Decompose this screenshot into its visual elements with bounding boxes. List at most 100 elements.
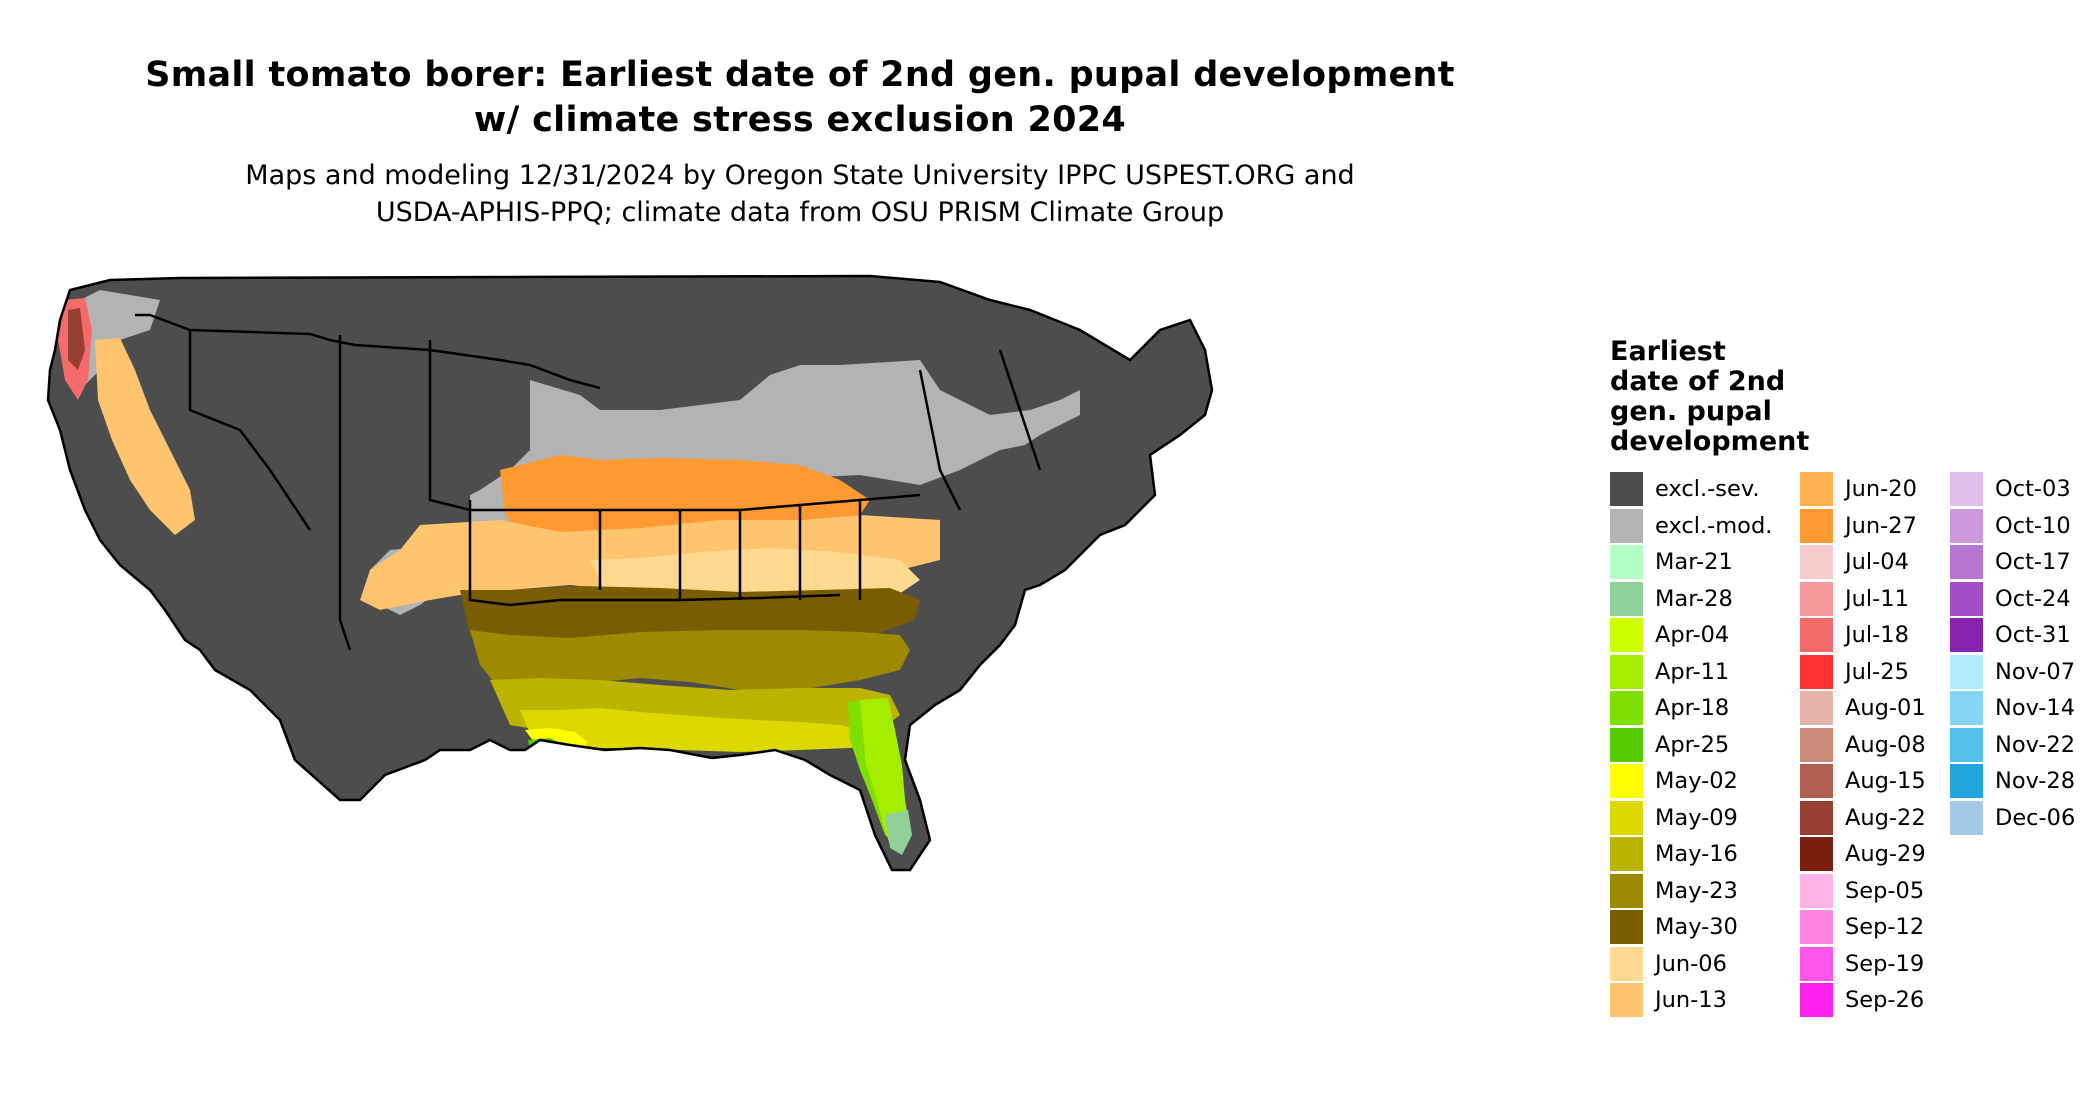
legend-item: Oct-31: [1950, 618, 2071, 652]
legend-label: Mar-21: [1655, 549, 1733, 575]
legend-swatch: [1610, 983, 1643, 1017]
legend-label: Jul-25: [1845, 658, 1909, 685]
vertical-state-dividers: [598, 500, 862, 600]
legend-label: excl.-sev.: [1655, 476, 1760, 502]
legend-label: excl.-mod.: [1655, 512, 1773, 539]
legend-label: May-16: [1655, 841, 1738, 867]
legend-swatch: [1800, 873, 1833, 908]
legend-swatch: [1800, 654, 1833, 689]
legend-title-line: development: [1610, 426, 1810, 457]
northeast-state-lines: [918, 349, 1042, 511]
legend-label: Sep-05: [1845, 877, 1925, 904]
legend-title: Earliest date of 2nd gen. pupal developm…: [1610, 337, 1870, 457]
legend-item: excl.-mod.: [1610, 508, 1773, 543]
region-may-09: [520, 708, 875, 752]
legend-label: Jun-27: [1845, 512, 1917, 539]
legend-item: Mar-28: [1610, 581, 1733, 616]
legend-item: Oct-10: [1950, 508, 2071, 543]
legend-swatch: [1800, 800, 1833, 835]
legend-label: Jul-18: [1845, 622, 1909, 648]
region-mar-28-florida: [885, 810, 912, 855]
legend-swatch: [1950, 545, 1983, 579]
legend-item: May-09: [1610, 800, 1738, 835]
legend-label: Jul-04: [1845, 549, 1909, 575]
legend-label: Aug-01: [1845, 695, 1926, 721]
legend-swatch: [1800, 618, 1833, 652]
us-map: [40, 270, 1500, 1110]
legend-swatch: [1950, 800, 1983, 835]
legend-item: Aug-08: [1800, 727, 1926, 762]
legend-swatch: [1610, 654, 1643, 689]
legend-swatch: [1800, 691, 1833, 725]
legend-item: Jun-20: [1800, 472, 1917, 506]
legend-label: Apr-11: [1655, 658, 1730, 685]
legend-item: Nov-14: [1950, 691, 2075, 725]
legend-item: Nov-28: [1950, 764, 2075, 798]
legend-swatch: [1800, 472, 1833, 506]
map-fill-layers: [48, 276, 1212, 870]
legend-swatch: [1610, 727, 1643, 762]
legend-label: Jun-06: [1655, 950, 1727, 977]
legend-label: Jul-11: [1845, 585, 1909, 612]
legend-label: Oct-31: [1995, 622, 2071, 648]
legend-item: Jun-13: [1610, 983, 1727, 1017]
legend-label: Nov-28: [1995, 768, 2076, 794]
legend-item: Nov-22: [1950, 727, 2076, 762]
legend-label: Sep-26: [1845, 987, 1925, 1013]
legend-swatch: [1610, 837, 1643, 871]
legend-item: May-23: [1610, 873, 1738, 908]
legend-swatch: [1610, 764, 1643, 798]
legend-item: Jul-25: [1800, 654, 1909, 689]
legend-swatch: [1800, 508, 1833, 543]
legend-item: Apr-18: [1610, 691, 1729, 725]
legend-swatch: [1610, 946, 1643, 981]
legend-label: Sep-19: [1845, 950, 1925, 977]
legend-swatch: [1800, 727, 1833, 762]
region-jun-27: [500, 455, 870, 535]
legend-swatch: [1950, 508, 1983, 543]
legend-label: Nov-07: [1995, 658, 2076, 685]
legend-swatch: [1610, 910, 1643, 944]
legend-swatch: [1610, 800, 1643, 835]
legend-label: Oct-24: [1995, 585, 2071, 612]
region-apr-11-florida: [860, 698, 910, 850]
legend-swatch: [1800, 837, 1833, 871]
legend-label: Aug-15: [1845, 768, 1926, 794]
legend-swatch: [1950, 764, 1983, 798]
legend-swatch: [1950, 654, 1983, 689]
legend-swatch: [1800, 545, 1833, 579]
legend-item: Aug-29: [1800, 837, 1926, 871]
legend-item: Mar-21: [1610, 545, 1733, 579]
legend-title-line: gen. pupal: [1610, 396, 1772, 427]
legend-item: Oct-24: [1950, 581, 2071, 616]
legend-item: Aug-22: [1800, 800, 1926, 835]
legend-label: Aug-29: [1845, 841, 1926, 867]
nevada-california-line: [188, 330, 312, 531]
legend-swatch: [1610, 873, 1643, 908]
legend-label: Apr-18: [1655, 695, 1730, 721]
region-aug-22-coast: [68, 308, 85, 370]
legend-label: Nov-22: [1995, 731, 2076, 758]
legend-swatch: [1610, 472, 1643, 506]
legend-label: Sep-12: [1845, 914, 1925, 940]
legend-swatch: [1800, 946, 1833, 981]
legend-label: May-30: [1655, 914, 1738, 940]
legend-item: Sep-19: [1800, 946, 1925, 981]
legend-label: Aug-22: [1845, 804, 1926, 831]
legend-item: Aug-15: [1800, 764, 1926, 798]
legend-swatch: [1610, 581, 1643, 616]
region-jun-13-california: [95, 338, 195, 535]
northern-state-line: [135, 313, 601, 390]
legend-label: Mar-28: [1655, 585, 1733, 612]
legend-swatch: [1950, 618, 1983, 652]
legend-item: Jul-11: [1800, 581, 1909, 616]
legend-item: excl.-sev.: [1610, 472, 1760, 506]
legend-item: Apr-25: [1610, 727, 1729, 762]
legend-item: Jul-18: [1800, 618, 1909, 652]
legend-item: Sep-26: [1800, 983, 1924, 1017]
legend-item: Dec-06: [1950, 800, 2075, 835]
legend-label: May-02: [1655, 768, 1738, 794]
map-title-line-2: w/ climate stress exclusion 2024: [473, 100, 1127, 140]
legend-item: Jul-04: [1800, 545, 1909, 579]
map-subtitle-line-2: USDA-APHIS-PPQ; climate data from OSU PR…: [375, 197, 1225, 228]
